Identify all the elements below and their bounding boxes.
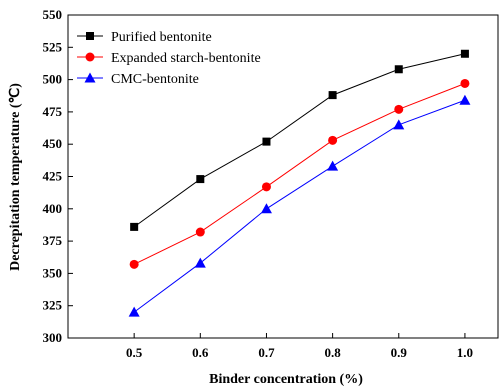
data-point [394, 65, 403, 74]
series-line [133, 83, 466, 265]
data-point [129, 259, 139, 269]
data-point [262, 137, 271, 146]
series-2 [129, 78, 470, 269]
data-point [328, 135, 338, 145]
data-point [394, 104, 404, 114]
legend-marker [85, 52, 95, 62]
data-point [327, 160, 339, 171]
legend-entry: Expanded starch-bentonite [77, 51, 261, 66]
series-3 [128, 94, 471, 317]
x-tick-label: 0.7 [258, 345, 275, 360]
data-point [393, 119, 405, 130]
y-tick-label: 350 [43, 265, 63, 280]
series-line [133, 53, 466, 228]
data-point [260, 203, 272, 214]
y-axis-title: Decrepitation temperature (℃) [8, 83, 23, 271]
y-tick-label: 425 [43, 169, 63, 184]
data-point [130, 222, 139, 231]
y-axis-ticks: 300 325 350 375 400 425 450 475 500 525 550 [43, 7, 73, 345]
y-tick-label: 375 [43, 233, 63, 248]
x-tick-label: 0.8 [324, 345, 341, 360]
data-point [196, 175, 205, 184]
legend-marker [86, 32, 94, 40]
x-axis-ticks: 0.5 0.6 0.7 0.8 0.9 1.0 [126, 333, 473, 360]
data-point [261, 182, 271, 192]
data-point [128, 306, 140, 317]
y-tick-label: 525 [43, 39, 63, 54]
data-point [195, 227, 205, 237]
legend-marker [84, 72, 96, 83]
x-tick-label: 0.9 [391, 345, 408, 360]
series-line [133, 99, 466, 313]
data-point [194, 257, 206, 268]
legend: Purified bentonite Expanded starch-benton… [77, 30, 261, 87]
legend-label: CMC-bentonite [111, 72, 199, 87]
legend-entry: CMC-bentonite [77, 72, 199, 87]
x-tick-label: 0.5 [126, 345, 143, 360]
y-tick-label: 475 [43, 104, 63, 119]
y-tick-label: 325 [43, 298, 63, 313]
y-tick-label: 400 [43, 201, 63, 216]
legend-label: Expanded starch-bentonite [111, 51, 261, 66]
x-tick-label: 0.6 [192, 345, 209, 360]
y-tick-label: 500 [43, 72, 63, 87]
x-tick-label: 1.0 [457, 345, 473, 360]
legend-label: Purified bentonite [111, 30, 212, 45]
y-tick-label: 450 [43, 136, 63, 151]
y-tick-label: 300 [43, 330, 63, 345]
data-point [328, 91, 337, 100]
data-point [460, 78, 470, 88]
legend-entry: Purified bentonite [77, 30, 212, 45]
series-layer [128, 49, 471, 317]
data-point [459, 94, 471, 105]
data-point [460, 49, 469, 58]
series-1 [130, 49, 469, 231]
x-axis-title: Binder concentration (%) [209, 372, 363, 387]
y-tick-label: 550 [43, 7, 63, 22]
